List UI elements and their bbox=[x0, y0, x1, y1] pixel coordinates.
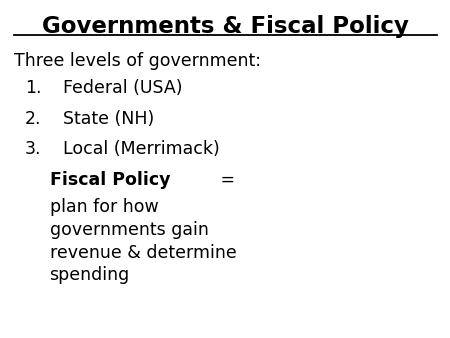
Text: Fiscal Policy: Fiscal Policy bbox=[50, 171, 170, 189]
Text: Federal (USA): Federal (USA) bbox=[63, 79, 183, 97]
Text: 1.: 1. bbox=[25, 79, 41, 97]
Text: State (NH): State (NH) bbox=[63, 110, 154, 128]
Text: Governments & Fiscal Policy: Governments & Fiscal Policy bbox=[41, 15, 409, 38]
Text: plan for how
governments gain
revenue & determine
spending: plan for how governments gain revenue & … bbox=[50, 198, 236, 285]
Text: 3.: 3. bbox=[25, 140, 41, 158]
Text: Local (Merrimack): Local (Merrimack) bbox=[63, 140, 220, 158]
Text: Three levels of government:: Three levels of government: bbox=[14, 52, 261, 70]
Text: 2.: 2. bbox=[25, 110, 41, 128]
Text: =: = bbox=[215, 171, 235, 189]
